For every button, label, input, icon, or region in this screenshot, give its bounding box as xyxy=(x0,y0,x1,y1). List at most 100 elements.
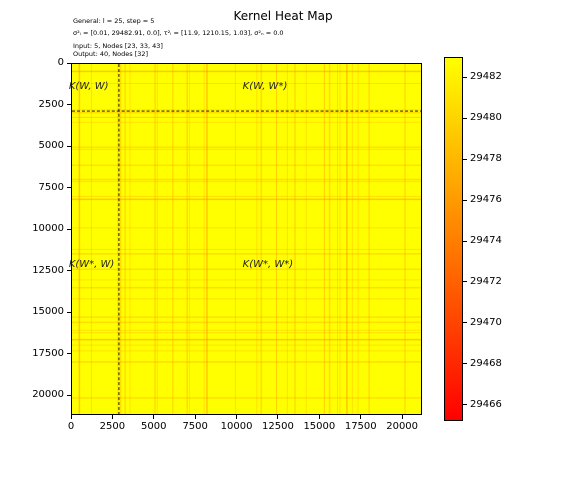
x-tick-label: 10000 xyxy=(220,421,253,432)
heatmap-band-vertical xyxy=(117,64,119,414)
heatmap-band-horizontal xyxy=(72,316,421,318)
y-tick-mark xyxy=(67,62,71,64)
heatmap-band-vertical xyxy=(337,64,338,414)
heatmap-band-vertical xyxy=(323,64,325,414)
x-tick-mark xyxy=(111,415,113,419)
y-tick-mark xyxy=(67,104,71,105)
x-tick-mark xyxy=(194,415,196,419)
heatmap-band-vertical xyxy=(339,64,341,414)
colorbar-tick-label: 29480 xyxy=(470,112,502,124)
heatmap-band-horizontal xyxy=(72,70,421,73)
heatmap-band-horizontal xyxy=(72,164,421,166)
heatmap-band-horizontal xyxy=(72,253,421,255)
heatmap-band-horizontal xyxy=(72,146,421,149)
colorbar-tick-mark xyxy=(463,363,467,365)
y-tick-mark xyxy=(67,353,71,355)
colorbar-tick-label: 29468 xyxy=(470,357,502,369)
heatmap-band-horizontal xyxy=(72,329,421,331)
x-tick-label: 2500 xyxy=(99,421,126,432)
region-label: K(W*, W) xyxy=(68,258,115,270)
region-label: K(W*, W*) xyxy=(242,258,294,270)
x-tick-mark xyxy=(318,415,320,419)
y-tick-mark xyxy=(67,187,71,189)
heatmap-band-horizontal xyxy=(72,196,421,197)
y-tick-label: 7500 xyxy=(38,181,64,193)
y-tick-label: 12500 xyxy=(32,264,64,276)
heatmap-band-vertical xyxy=(186,64,189,414)
heatmap-band-vertical xyxy=(119,64,122,414)
heatmap-band-horizontal xyxy=(72,181,421,183)
x-tick-label: 17500 xyxy=(344,421,377,432)
info-line-output: Output: 40, Nodes [32] xyxy=(73,50,148,58)
x-tick-label: 12500 xyxy=(262,421,294,432)
heatmap-band-vertical xyxy=(156,64,158,414)
heatmap-band-vertical xyxy=(357,64,359,414)
heatmap-band-vertical xyxy=(124,64,126,414)
heatmap-band-horizontal xyxy=(72,344,421,346)
heatmap-band-vertical xyxy=(404,64,406,414)
heatmap-band-horizontal xyxy=(72,178,421,181)
heatmap-band-vertical xyxy=(129,64,131,414)
heatmap-band-horizontal xyxy=(72,82,421,84)
heatmap-band-horizontal xyxy=(72,149,421,150)
colorbar xyxy=(444,57,463,421)
y-tick-mark xyxy=(67,270,71,272)
info-line-general: General: l = 25, step = 5 xyxy=(73,17,155,25)
colorbar-tick-mark xyxy=(463,322,467,324)
heatmap-band-horizontal xyxy=(72,298,421,300)
heatmap-band-vertical xyxy=(351,64,353,414)
heatmap-band-horizontal xyxy=(72,286,421,289)
x-tick-label: 5000 xyxy=(141,421,167,432)
x-tick-label: 15000 xyxy=(303,421,336,432)
heatmap-band-horizontal xyxy=(72,111,421,114)
heatmap-band-vertical xyxy=(256,64,258,414)
chart-title: Kernel Heat Map xyxy=(233,9,333,23)
x-tick-mark xyxy=(70,415,72,419)
heatmap-band-vertical xyxy=(172,64,174,414)
heatmap-band-horizontal xyxy=(72,109,421,111)
colorbar-tick-mark xyxy=(463,240,467,242)
region-label: K(W, W*) xyxy=(242,81,288,93)
y-tick-label: 17500 xyxy=(32,347,64,359)
heatmap-band-vertical xyxy=(276,64,278,414)
heatmap-band-horizontal xyxy=(72,268,421,270)
colorbar-tick-mark xyxy=(463,281,467,283)
heatmap-band-horizontal xyxy=(72,397,421,399)
info-line-input: Input: 5, Nodes [23, 33, 43] xyxy=(73,42,163,50)
colorbar-tick-label: 29472 xyxy=(470,275,502,287)
heatmap-band-vertical xyxy=(305,64,307,414)
heatmap-band-horizontal xyxy=(72,350,421,352)
y-tick-mark xyxy=(67,394,71,396)
heatmap-band-vertical xyxy=(294,64,296,414)
heatmap-band-vertical xyxy=(286,64,288,414)
colorbar-tick-label: 29482 xyxy=(470,71,502,83)
x-tick-mark xyxy=(360,415,362,419)
colorbar-tick-mark xyxy=(463,404,467,406)
y-tick-label: 5000 xyxy=(38,140,64,152)
heatmap-band-vertical xyxy=(368,64,370,414)
heatmap-band-horizontal xyxy=(72,198,421,201)
heatmap-band-vertical xyxy=(346,64,348,414)
heatmap-band-vertical xyxy=(203,64,205,414)
x-tick-mark xyxy=(277,415,279,419)
heatmap-band-horizontal xyxy=(72,248,421,250)
heatmap-band-vertical xyxy=(206,64,208,414)
heatmap-band-horizontal xyxy=(72,361,421,363)
heatmap-band-vertical xyxy=(78,64,81,414)
heatmap-band-horizontal xyxy=(72,279,421,281)
colorbar-tick-label: 29476 xyxy=(470,194,502,206)
heatmap-band-horizontal xyxy=(72,332,421,334)
heatmap-plot-area xyxy=(71,63,422,415)
region-label: K(W, W) xyxy=(68,81,109,93)
heatmap-band-vertical xyxy=(188,64,190,414)
x-tick-mark xyxy=(236,415,238,419)
heatmap-band-vertical xyxy=(234,64,236,414)
colorbar-tick-mark xyxy=(463,117,467,119)
y-tick-label: 0 xyxy=(57,57,64,68)
colorbar-tick-mark xyxy=(463,199,467,201)
y-tick-label: 20000 xyxy=(32,389,64,401)
y-tick-label: 2500 xyxy=(38,98,64,110)
y-tick-label: 10000 xyxy=(32,223,64,235)
x-tick-mark xyxy=(401,415,403,419)
colorbar-tick-label: 29474 xyxy=(470,235,502,247)
